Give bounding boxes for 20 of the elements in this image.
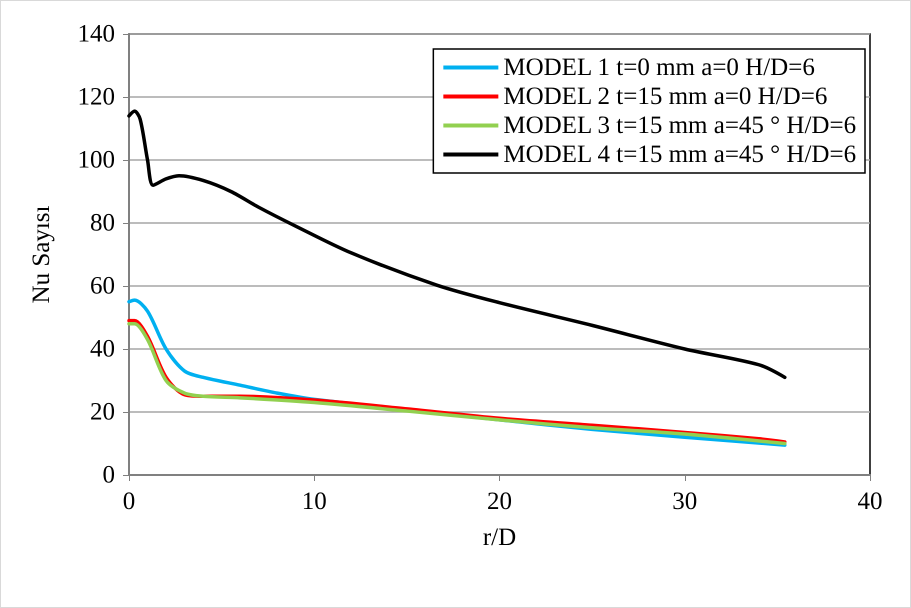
y-tick-label: 40 [90, 336, 115, 362]
y-tick-label: 0 [102, 462, 115, 488]
y-axis-title: Nu Sayısı [28, 205, 55, 304]
x-tick-label: 40 [858, 488, 882, 515]
x-tick-label: 30 [672, 488, 698, 515]
y-tick-label: 140 [78, 20, 115, 48]
y-tick-label: 120 [78, 84, 115, 110]
legend-label: MODEL 3 t=15 mm a=45 ° H/D=6 [503, 112, 856, 139]
y-tick-label: 100 [78, 146, 115, 174]
legend-label: MODEL 4 t=15 mm a=45 ° H/D=6 [503, 141, 856, 168]
x-tick-label: 10 [302, 488, 327, 515]
line-series [127, 109, 787, 380]
legend-label: MODEL 1 t=0 mm a=0 H/D=6 [503, 54, 815, 81]
x-tick-label: 20 [487, 488, 512, 515]
y-tick-label: 60 [90, 272, 115, 300]
legend-label: MODEL 2 t=15 mm a=0 H/D=6 [503, 83, 828, 110]
x-tick-label: 0 [122, 488, 136, 515]
y-tick-label: 20 [90, 398, 115, 426]
y-tick-label: 80 [90, 210, 115, 236]
x-axis-title: r/D [482, 524, 516, 551]
